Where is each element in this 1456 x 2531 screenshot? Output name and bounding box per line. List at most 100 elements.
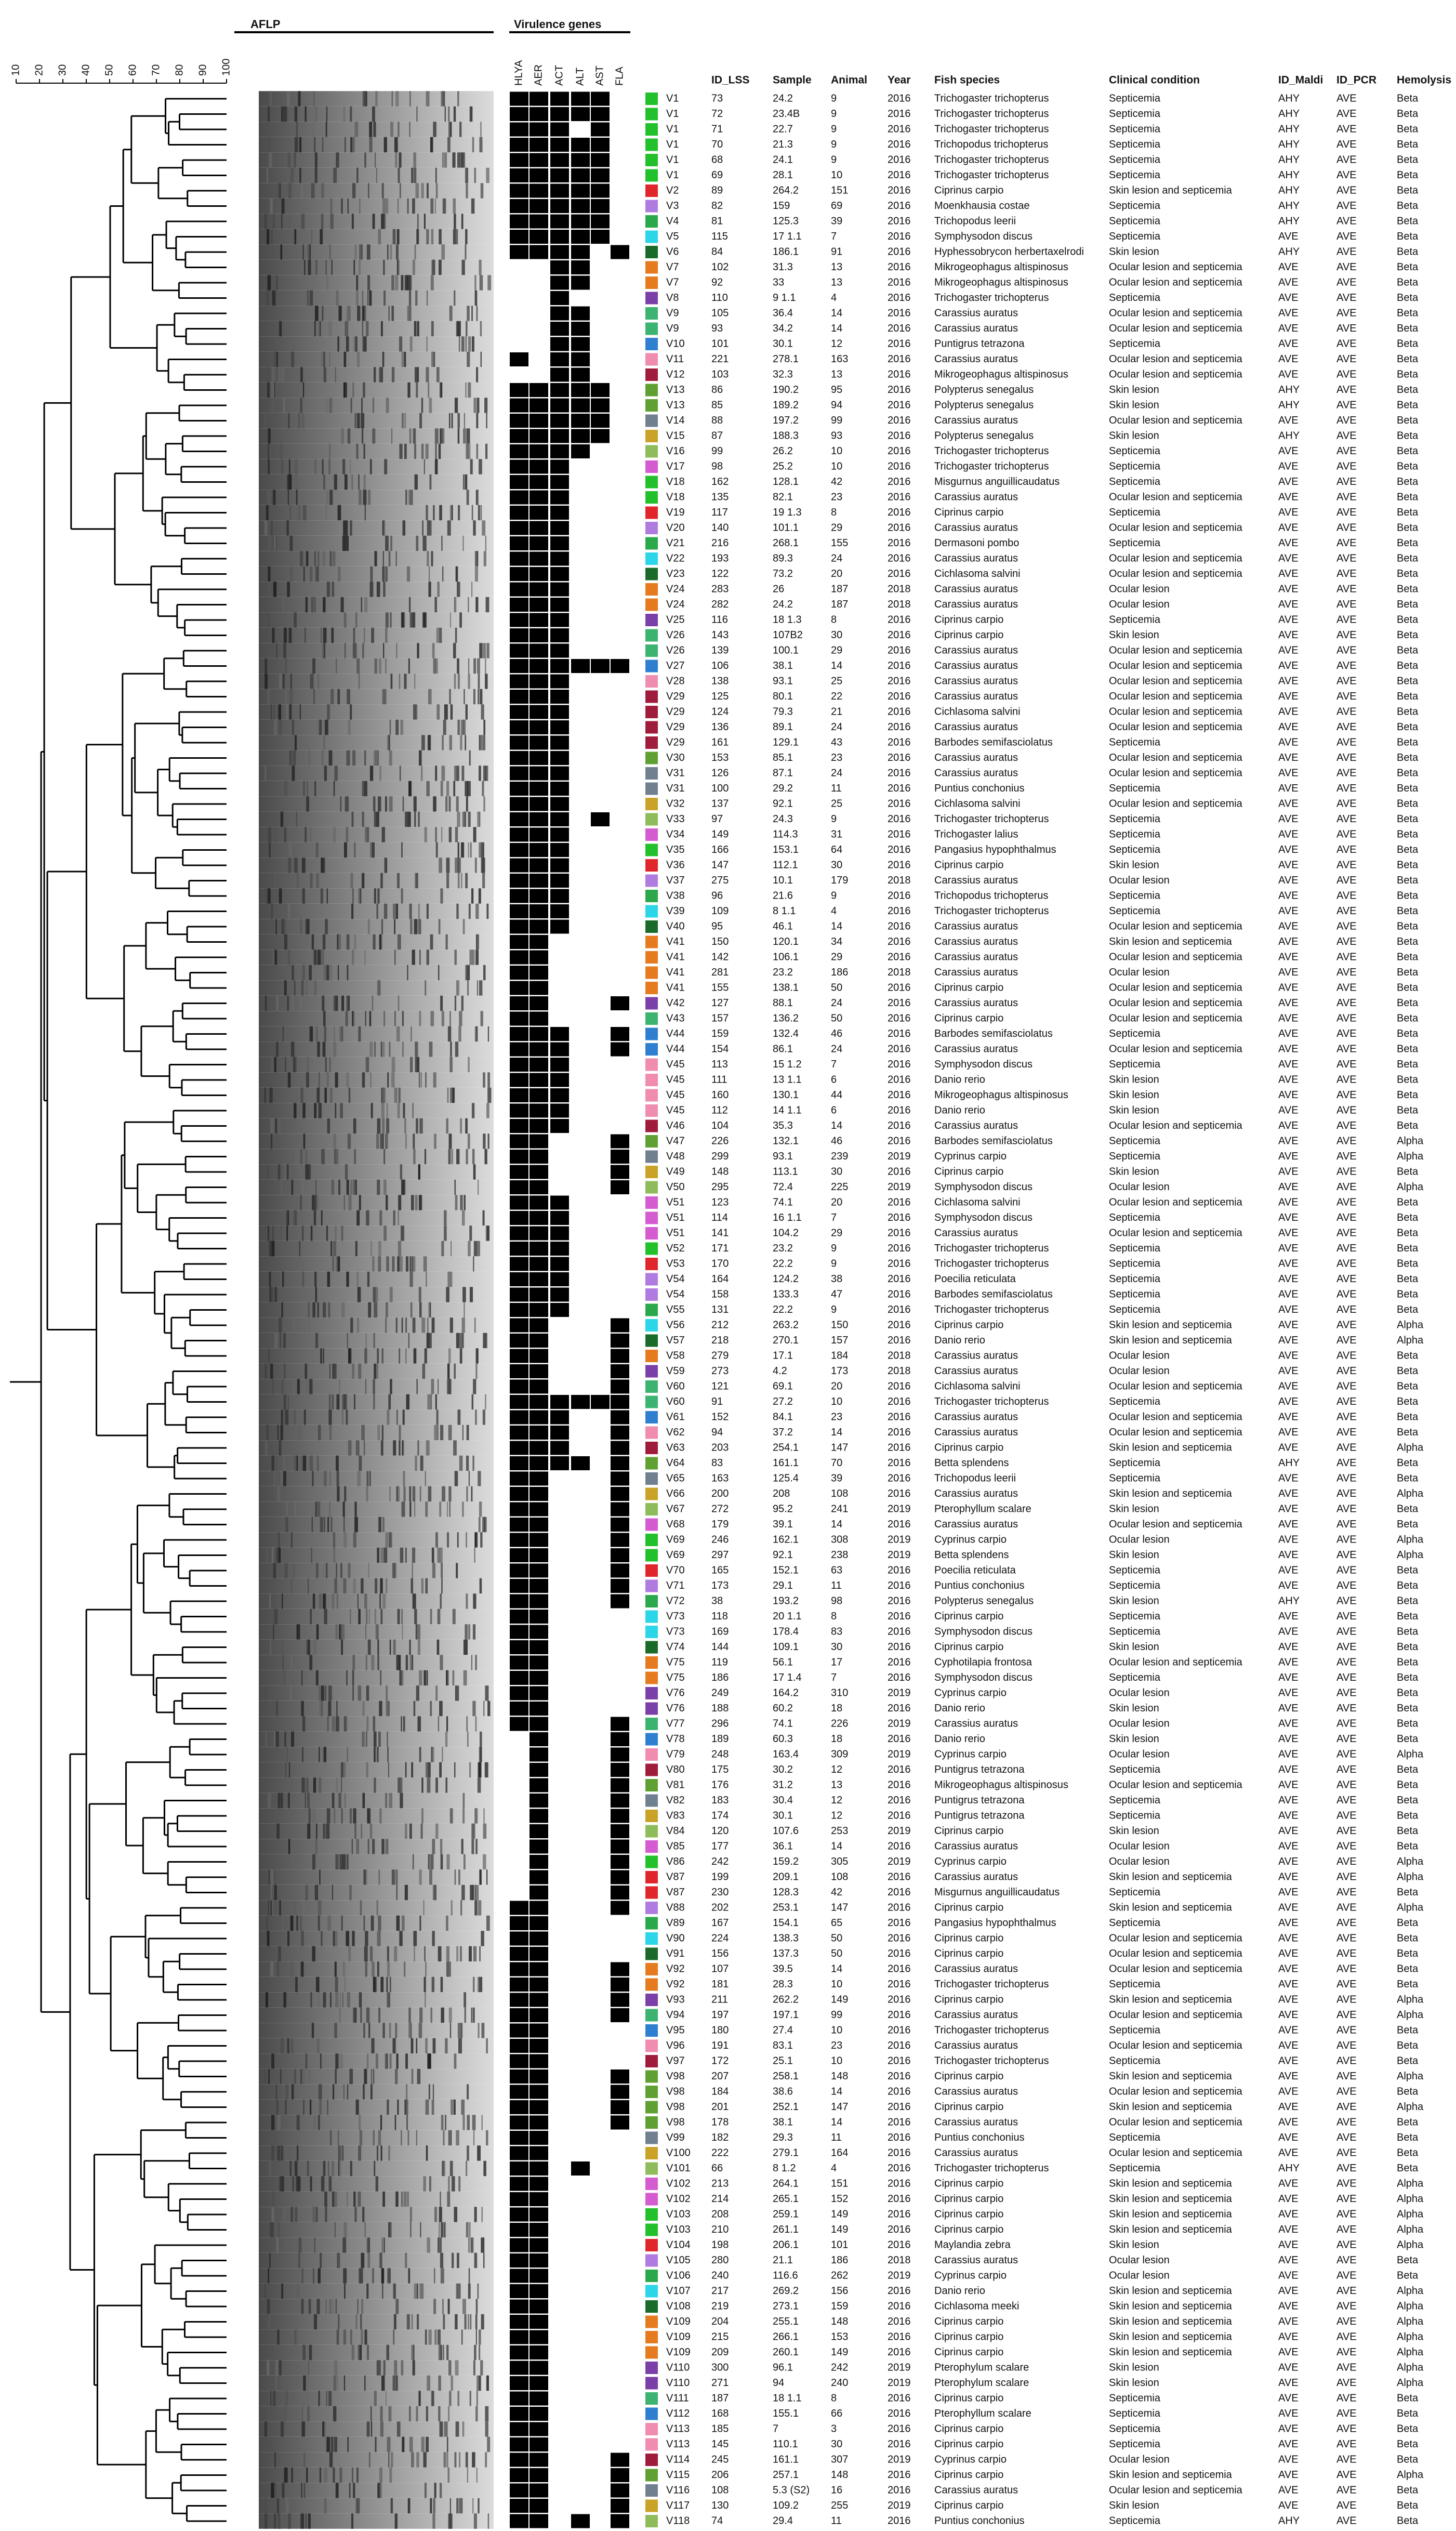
gel-band [443, 2452, 446, 2468]
gel-band [314, 1854, 316, 1870]
cell-text: Beta [1397, 1012, 1419, 1024]
cell-text: 2016 [888, 1626, 911, 1637]
gene-cell [611, 1410, 629, 1425]
gel-band [361, 413, 365, 429]
cell-text: 132.4 [773, 1028, 799, 1039]
gene-cell [611, 1226, 629, 1241]
gel-band [342, 1394, 346, 1410]
cell-text: Moenkhausia costae [934, 200, 1029, 212]
cell-text: AVE [1336, 200, 1357, 212]
gel-band [274, 873, 276, 889]
gel-band [284, 934, 287, 950]
gene-cell [591, 168, 610, 182]
gel-band [294, 2068, 296, 2085]
gel-lane [259, 1425, 494, 1441]
gel-band [365, 1869, 367, 1885]
gel-band [476, 2391, 478, 2406]
cell-text: AVE [1336, 1672, 1357, 1683]
gene-cell [571, 138, 590, 152]
cell-text: Beta [1397, 1703, 1419, 1714]
gene-cell [611, 1686, 629, 1700]
gel-band [471, 306, 473, 321]
gel-band [390, 1379, 392, 1394]
gene-cell [571, 1027, 590, 1041]
cell-text: Beta [1397, 614, 1419, 625]
gel-band [348, 306, 351, 321]
isolate-id: V70 [666, 1564, 685, 1576]
cell-text: Barbodes semifasciolatus [934, 1028, 1053, 1039]
gel-band [334, 766, 338, 781]
gel-band [318, 1072, 320, 1088]
gene-cell [571, 1349, 590, 1363]
gel-band [379, 2483, 382, 2498]
gel-band [382, 1118, 385, 1134]
cell-text: 23.4B [773, 108, 800, 120]
gel-band [288, 474, 292, 490]
gel-band [383, 1225, 387, 1241]
gel-band [359, 1992, 362, 2008]
gel-band [395, 719, 399, 735]
cell-text: Trichogaster trichopterus [934, 123, 1049, 135]
gel-band [377, 1547, 380, 1563]
cell-text: 10 [831, 460, 842, 472]
gel-band [373, 1287, 376, 1302]
cell-text: 2016 [888, 445, 911, 457]
gel-lane [259, 2314, 494, 2330]
cell-text: Beta [1397, 920, 1419, 932]
gene-cell [571, 260, 590, 274]
gel-band [307, 1792, 310, 1809]
gel-band [412, 1547, 416, 1563]
gel-band [425, 535, 427, 551]
gel-band [323, 1593, 326, 1609]
gel-band [474, 1317, 476, 1333]
gel-band [275, 2375, 277, 2391]
gel-band [294, 152, 296, 168]
gel-band [316, 2207, 318, 2222]
gel-band [329, 1471, 331, 1486]
gel-band [390, 612, 392, 628]
gel-band [464, 152, 466, 168]
gel-band [287, 1931, 290, 1946]
gel-lane [259, 2268, 494, 2284]
gel-band [332, 1884, 334, 1901]
gel-band [385, 1792, 388, 1809]
gene-cell [530, 843, 548, 857]
gel-band [326, 965, 328, 981]
gene-cell [550, 122, 569, 137]
gel-band [273, 1563, 276, 1578]
gel-band [366, 244, 370, 260]
gene-cell [530, 1426, 548, 1440]
gel-band [315, 1179, 317, 1195]
gel-band [376, 903, 378, 919]
cell-text: 79.3 [773, 706, 793, 717]
gel-band [328, 1409, 332, 1425]
gel-band [368, 1609, 370, 1625]
gel-band [421, 1578, 423, 1594]
gel-band [433, 1133, 436, 1149]
gel-band [314, 1103, 317, 1118]
cell-text: Septicemia [1109, 1672, 1161, 1683]
cell-text: Carassius auratus [934, 522, 1018, 533]
gel-band [465, 735, 467, 750]
gel-band [302, 1900, 306, 1916]
cell-text: Beta [1397, 568, 1419, 579]
gel-band [473, 1256, 474, 1272]
cell-text: Septicemia [1109, 169, 1161, 181]
cell-text: 95.2 [773, 1503, 793, 1514]
cell-text: 2016 [888, 1427, 911, 1438]
gene-cell [591, 91, 610, 106]
gel-band [425, 2329, 427, 2345]
gel-band [439, 1501, 442, 1517]
gel-band [314, 781, 316, 797]
gene-cell [510, 398, 528, 413]
gel-band [444, 2222, 446, 2238]
gene-cell [591, 659, 610, 673]
gel-band [325, 2299, 327, 2314]
gel-band [379, 1808, 382, 1824]
gel-band [401, 1317, 403, 1333]
gel-band [478, 1179, 479, 1195]
cell-text: 162 [711, 476, 729, 487]
gel-band [283, 398, 285, 413]
cell-text: 2016 [888, 767, 911, 779]
cell-text: Beta [1397, 967, 1419, 978]
